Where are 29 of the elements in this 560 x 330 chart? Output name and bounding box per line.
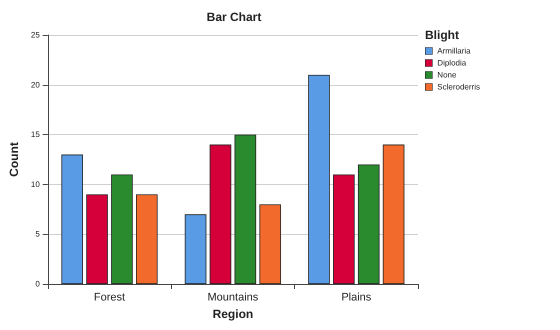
bar	[308, 74, 330, 284]
y-axis-title: Count	[7, 142, 21, 177]
legend-label: Scleroderris	[437, 82, 480, 92]
bar	[136, 194, 158, 284]
y-tick-label: 0	[35, 280, 40, 288]
bar	[382, 144, 404, 284]
y-tick-label: 5	[35, 230, 40, 239]
bar	[210, 144, 232, 284]
y-tick-label: 10	[30, 180, 40, 189]
x-tick-label: Mountains	[208, 292, 259, 304]
bar	[358, 164, 380, 284]
y-tick-label: 15	[30, 130, 40, 140]
chart-title: Bar Chart	[206, 10, 262, 24]
bar	[333, 174, 355, 284]
bar	[234, 134, 256, 284]
legend-label: None	[437, 70, 457, 80]
bar	[86, 194, 108, 284]
y-tick-label: 25	[30, 30, 40, 40]
bar	[259, 204, 282, 284]
bar	[184, 214, 206, 284]
x-tick-label: Plains	[341, 292, 372, 304]
legend-label: Armillaria	[437, 46, 472, 56]
legend-label: Diplodia	[437, 58, 467, 68]
bar	[61, 154, 83, 284]
x-tick-label: Forest	[94, 292, 126, 304]
x-axis-title: Region	[212, 306, 254, 321]
y-tick-label: 20	[30, 80, 40, 90]
bar	[111, 174, 133, 284]
legend-title: Blight	[425, 28, 459, 42]
